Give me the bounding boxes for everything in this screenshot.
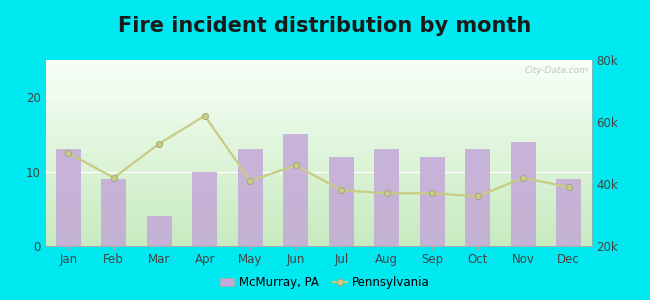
Text: City-Data.com: City-Data.com xyxy=(525,66,589,75)
Text: Fire incident distribution by month: Fire incident distribution by month xyxy=(118,16,532,37)
Bar xyxy=(420,157,445,246)
Bar xyxy=(101,179,126,246)
Bar xyxy=(556,179,581,246)
Bar xyxy=(192,172,217,246)
Bar xyxy=(374,149,399,246)
Bar xyxy=(147,216,172,246)
Bar xyxy=(465,149,490,246)
Bar xyxy=(56,149,81,246)
Bar xyxy=(329,157,354,246)
Legend: McMurray, PA, Pennsylvania: McMurray, PA, Pennsylvania xyxy=(216,272,434,294)
Bar xyxy=(238,149,263,246)
Bar xyxy=(283,134,308,246)
Bar xyxy=(511,142,536,246)
